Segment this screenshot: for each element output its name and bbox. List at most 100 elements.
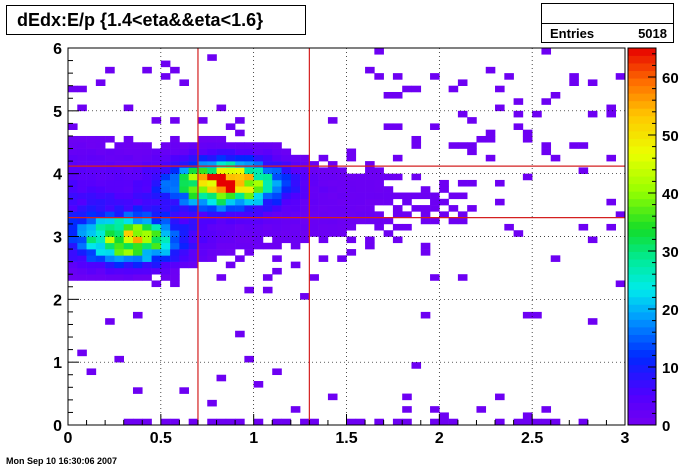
heatmap-cell [448,418,459,426]
heatmap-cell [179,186,189,193]
y-tick-label: 5 [53,104,62,121]
heatmap-cell [281,173,292,181]
palette-tick-label: 20 [662,302,679,319]
heatmap-cell [114,173,124,181]
heatmap-cell [383,192,394,200]
heatmap-cell [235,236,245,244]
heatmap-cell [160,142,171,149]
heatmap-cell [77,154,87,162]
heatmap-cell [132,142,143,149]
heatmap-cell [68,161,78,168]
heatmap-cell [439,211,449,218]
heatmap-cell [346,223,357,231]
heatmap-cell [77,236,87,244]
heatmap-cell [253,179,264,187]
heatmap-cell [188,198,199,206]
heatmap-cell [290,217,301,225]
heatmap-cell [123,242,134,250]
heatmap-cell [197,192,208,200]
heatmap-cell [327,230,338,237]
heatmap-cell [114,167,124,174]
heatmap-cell [253,186,264,193]
heatmap-cell [550,91,561,99]
heatmap-cell [207,211,217,218]
heatmap-cell [244,148,254,156]
heatmap-cell [207,418,217,426]
heatmap-cell [374,418,384,426]
heatmap-cell [68,154,78,162]
y-tick-label: 6 [53,41,62,58]
heatmap-cell [179,211,189,218]
heatmap-cell [327,223,338,231]
heatmap-cell [105,205,115,212]
heatmap-cell [448,192,459,200]
heatmap-cell [244,154,254,162]
heatmap-cell [123,211,134,218]
histogram-title: dEdx:E/p {1.4<eta&&eta<1.6} [6,5,306,35]
heatmap-cell [77,249,87,256]
heatmap-cell [262,154,273,162]
heatmap-cell [216,249,227,256]
heatmap-cell [262,217,273,225]
heatmap-cell [151,261,162,269]
heatmap-cell [587,79,598,86]
heatmap-cell [485,154,496,162]
heatmap-cell [225,249,236,256]
heatmap-cell [374,73,384,80]
y-tick-label: 0 [53,418,62,435]
heatmap-cell [402,198,412,206]
heatmap-cell [504,73,514,80]
heatmap-cell [207,192,217,200]
heatmap-cell [123,154,134,162]
heatmap-cell [402,406,412,413]
stats-entries-label: Entries [550,26,595,41]
heatmap-cell [457,142,468,149]
palette-tick-label: 50 [662,128,679,145]
heatmap-cell [68,205,78,212]
heatmap-cell [225,418,236,426]
heatmap-cell [123,192,134,200]
heatmap-cell [170,267,180,275]
heatmap-cell [142,142,152,149]
heatmap-cell [151,217,162,225]
heatmap-cell [68,148,78,156]
palette-band [628,394,656,403]
heatmap-cell [309,217,319,225]
heatmap-cell [179,192,189,200]
heatmap-cell [262,186,273,193]
heatmap-cell [179,198,189,206]
heatmap-cell [95,79,106,86]
palette-band [628,70,656,79]
heatmap-cell [207,154,217,162]
palette-tick-label: 30 [662,244,679,261]
heatmap-cell [337,192,347,200]
heatmap-cell [207,249,217,256]
heatmap-cell [179,242,189,250]
heatmap-cell [327,167,338,174]
heatmap-cell [235,129,245,137]
palette-band [628,115,656,124]
heatmap-cell [86,274,97,281]
heatmap-cell [337,223,347,231]
palette-band [628,244,656,252]
heatmap-cell [365,192,375,200]
heatmap-cell [170,211,180,218]
heatmap-cell [160,267,171,275]
heatmap-cell [197,179,208,187]
heatmap-cell [95,274,106,281]
heatmap-cell [216,418,227,426]
heatmap-cell [188,186,199,193]
heatmap-cell [151,192,162,200]
heatmap-cell [77,135,87,143]
heatmap-cell [578,167,589,174]
heatmap-cell [95,186,106,193]
heatmap-cell [123,418,134,426]
heatmap-cell [513,98,524,105]
heatmap-cell [606,104,617,112]
heatmap-cell [225,192,236,200]
heatmap-cell [495,179,505,187]
heatmap-cell [272,173,282,181]
heatmap-cell [86,135,97,143]
heatmap-cell [123,217,134,225]
heatmap-cell [132,198,143,206]
